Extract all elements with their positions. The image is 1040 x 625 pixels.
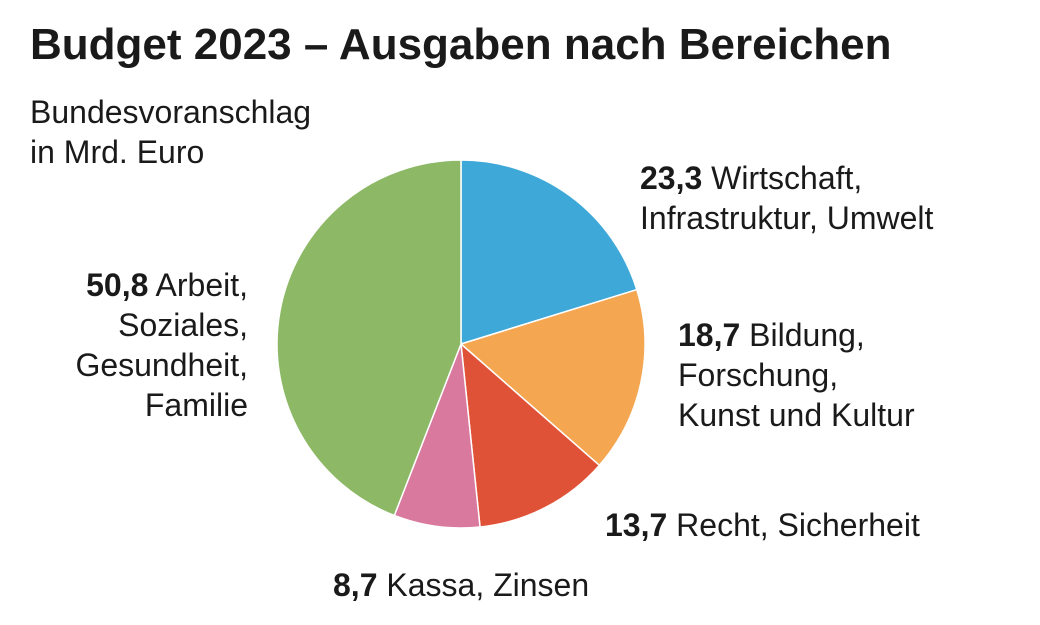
- pie-slice: [460, 342, 601, 528]
- value-label: 8,7: [333, 567, 378, 603]
- value-label: 23,3: [640, 160, 703, 196]
- pie-slice: [276, 159, 462, 517]
- category-label: Wirtschaft, Infrastruktur, Umwelt: [640, 160, 934, 236]
- slice-label: 50,8 Arbeit, Soziales, Gesundheit, Famil…: [75, 265, 248, 425]
- slice-label: 23,3 Wirtschaft, Infrastruktur, Umwelt: [640, 158, 933, 238]
- category-label: Arbeit, Soziales, Gesundheit, Familie: [75, 267, 248, 423]
- category-label: Bildung, Forschung, Kunst und Kultur: [678, 317, 915, 433]
- category-label: Kassa, Zinsen: [386, 567, 590, 603]
- value-label: 13,7: [605, 507, 668, 543]
- value-label: 50,8: [86, 267, 149, 303]
- slice-label: 13,7 Recht, Sicherheit: [605, 505, 920, 545]
- slice-label: 8,7 Kassa, Zinsen: [333, 565, 589, 605]
- pie-slice: [460, 159, 638, 346]
- value-label: 18,7: [678, 317, 741, 353]
- category-label: Recht, Sicherheit: [676, 507, 920, 543]
- chart-title: Budget 2023 – Ausgaben nach Bereichen: [30, 20, 892, 69]
- pie-slice: [459, 288, 646, 467]
- chart-subtitle: Bundesvoranschlag in Mrd. Euro: [30, 94, 312, 170]
- slice-label: 18,7 Bildung, Forschung, Kunst und Kultu…: [678, 315, 915, 435]
